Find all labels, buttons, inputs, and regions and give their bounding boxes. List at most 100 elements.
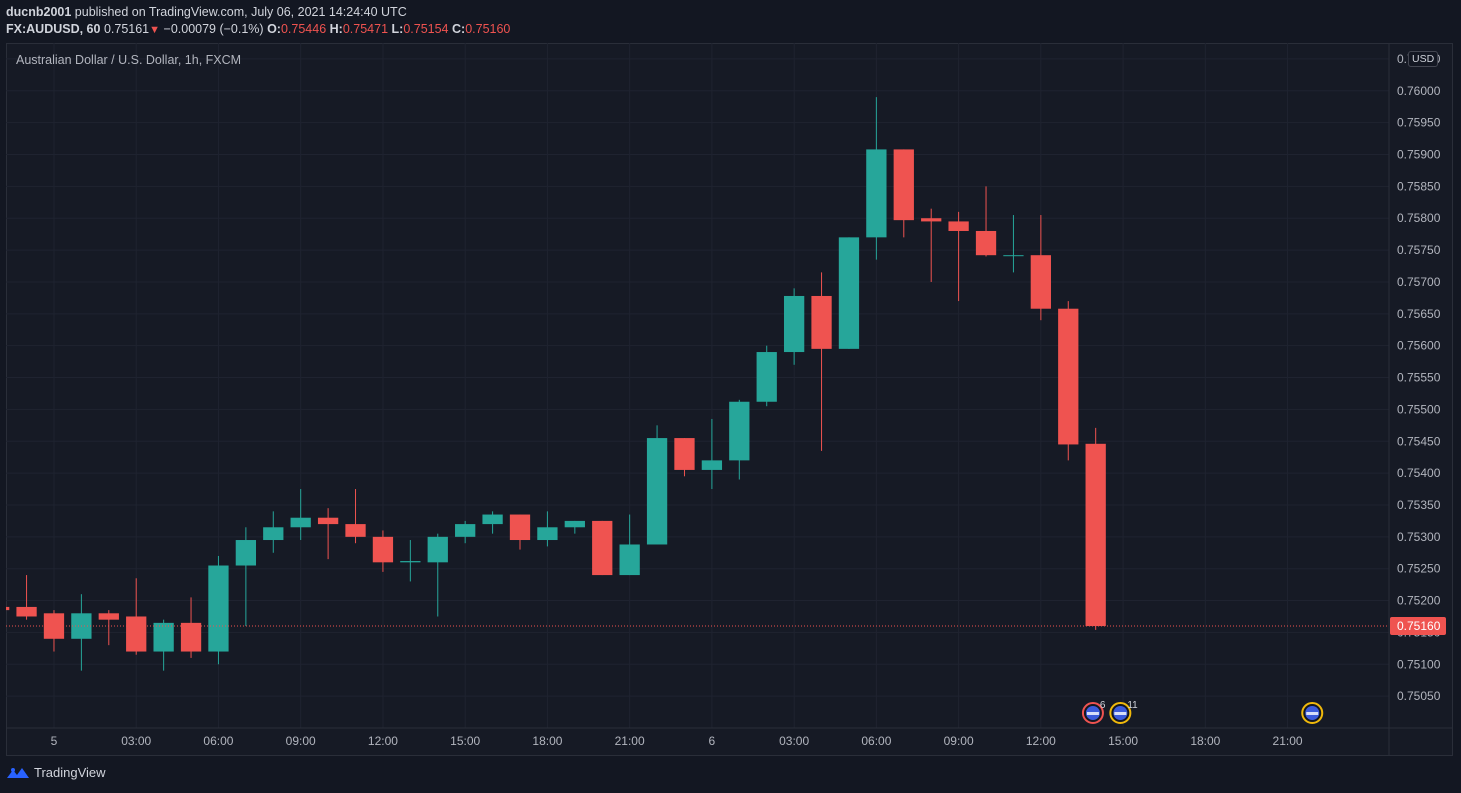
y-tick-label: 0.75400 [1397, 466, 1441, 480]
x-tick-label: 5 [51, 734, 58, 748]
candle-body [208, 565, 229, 652]
economic-event-marker [1301, 702, 1324, 724]
price-change: −0.00079 (−0.1%) [163, 22, 264, 36]
last-price-badge [1390, 617, 1446, 636]
candle-bearish [592, 520, 613, 576]
candle-bearish [948, 211, 969, 302]
candle-bullish [208, 555, 229, 665]
candle-body [1058, 308, 1079, 445]
candle-bearish [317, 508, 339, 560]
last-price: 0.75161 [103, 22, 150, 36]
close-label: C: [452, 22, 466, 36]
candle-bearish [345, 489, 366, 544]
candle-body [866, 149, 887, 238]
open-value: 0.75446 [280, 22, 327, 36]
y-tick-label: 0.75450 [1397, 434, 1441, 448]
y-tick-label: 0.75300 [1397, 530, 1441, 544]
chart-frame[interactable] [6, 43, 1453, 756]
low-value: 0.75154 [403, 22, 449, 36]
candle-body [564, 520, 585, 528]
last-price-label: 0.75160 [1397, 619, 1441, 633]
candle-body [674, 438, 695, 470]
candle-bullish [564, 520, 585, 534]
candle-body [948, 221, 969, 231]
candle-body [427, 536, 448, 563]
tradingview-logo-icon [7, 767, 29, 778]
candle-bullish [646, 425, 668, 545]
candle-bullish [729, 399, 750, 480]
candle-bullish [756, 345, 777, 407]
currency-badge[interactable]: USD [1408, 51, 1439, 67]
publish-info: ducnb2001 published on TradingView.com, … [6, 5, 407, 19]
y-tick-label: 0.75350 [1397, 498, 1441, 512]
high-value: 0.75471 [342, 22, 389, 36]
y-tick-label: 0.75950 [1397, 116, 1441, 130]
candle-bearish [16, 575, 37, 620]
ohlc-legend: FX:AUDUSD, 60 0.75161▼ −0.00079 (−0.1%) … [6, 22, 510, 36]
candle-body [537, 527, 558, 541]
author-name: ducnb2001 [6, 5, 72, 19]
candle-bearish [509, 514, 531, 550]
candle-body [345, 524, 366, 537]
x-tick-label: 18:00 [1190, 734, 1220, 748]
low-label: L: [391, 22, 404, 36]
candle-body [180, 622, 202, 652]
candle-body [317, 517, 339, 525]
candlestick-chart[interactable]: 0.750500.751000.751500.752000.752500.753… [6, 43, 1453, 756]
candle-body [811, 295, 832, 349]
candle-body [646, 438, 668, 545]
x-tick-label: 09:00 [286, 734, 316, 748]
candle-bearish [674, 438, 695, 477]
economic-event-marker [1081, 702, 1104, 724]
candle-body [509, 514, 531, 541]
down-arrow-icon: ▼ [149, 24, 161, 36]
y-tick-label: 0.75200 [1397, 594, 1441, 608]
y-tick-label: 0.75250 [1397, 562, 1441, 576]
y-tick-label: 0.75650 [1397, 307, 1441, 321]
candle-body [1030, 255, 1051, 309]
candle-body [235, 540, 257, 566]
candle-bullish [838, 237, 860, 349]
candle-bearish [180, 597, 202, 658]
y-tick-label: 0.75050 [1397, 689, 1441, 703]
candle-body [126, 616, 147, 652]
candle-bearish [1030, 215, 1051, 321]
economic-event-marker [1109, 702, 1132, 724]
y-tick-label: 0.75850 [1397, 179, 1441, 193]
candle-bullish [619, 514, 640, 576]
candle-bearish [43, 610, 65, 652]
x-tick-label: 21:00 [615, 734, 645, 748]
candle-bearish [98, 610, 119, 646]
candle-body [783, 295, 805, 353]
x-tick-label: 06:00 [203, 734, 233, 748]
candles-group [6, 97, 1106, 671]
candle-body [701, 460, 723, 470]
x-tick-label: 21:00 [1273, 734, 1303, 748]
candle-bearish [921, 208, 942, 282]
candle-bearish [893, 149, 914, 238]
candle-bearish [372, 530, 394, 572]
candle-body [838, 237, 860, 349]
candle-bullish [153, 619, 174, 671]
candle-body [372, 536, 394, 563]
x-tick-label: 6 [709, 734, 716, 748]
close-value: 0.75160 [465, 22, 511, 36]
candle-body [592, 520, 613, 576]
candle-bullish [263, 511, 284, 553]
y-tick-label: 0.75600 [1397, 339, 1441, 353]
y-tick-label: 0.75900 [1397, 148, 1441, 162]
x-tick-label: 12:00 [368, 734, 398, 748]
candle-body [893, 149, 914, 221]
candle-bearish [975, 186, 997, 257]
candle-body [1085, 443, 1106, 627]
candle-body [6, 606, 10, 611]
candle-bullish [701, 418, 723, 490]
candle-bullish [866, 97, 887, 260]
candle-bullish [290, 489, 311, 541]
footer-brand[interactable]: TradingView [6, 765, 106, 780]
candle-bullish [235, 527, 257, 627]
candle-body [921, 218, 942, 222]
x-tick-label: 12:00 [1026, 734, 1056, 748]
candle-body [16, 606, 37, 617]
candle-bearish [126, 578, 147, 655]
